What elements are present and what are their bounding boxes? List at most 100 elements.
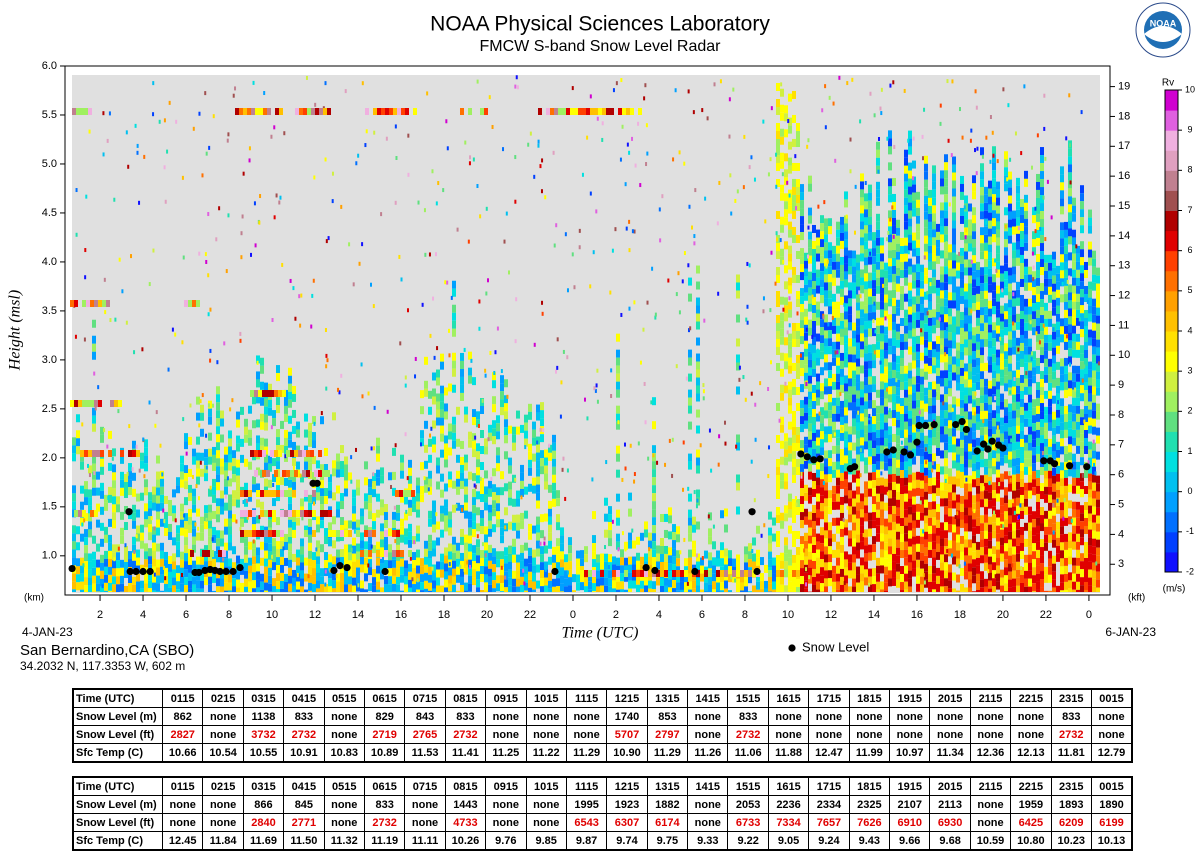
echo-cell bbox=[856, 286, 860, 295]
echo-cell bbox=[992, 354, 996, 363]
echo-cell bbox=[408, 563, 412, 572]
echo-cell bbox=[360, 564, 364, 573]
echo-cell bbox=[340, 461, 344, 470]
echo-cell bbox=[960, 551, 964, 560]
echo-cell bbox=[1008, 459, 1012, 468]
echo-cell bbox=[976, 293, 980, 302]
echo-cell bbox=[832, 573, 836, 582]
echo-cell bbox=[256, 499, 260, 508]
echo-cell bbox=[972, 247, 976, 256]
echo-cell bbox=[844, 343, 848, 352]
echo-cell bbox=[432, 524, 436, 533]
echo-cell bbox=[968, 491, 972, 500]
echo-cell bbox=[1020, 406, 1024, 415]
echo-cell bbox=[408, 539, 412, 548]
echo-cell bbox=[328, 522, 332, 531]
echo-cell bbox=[844, 239, 848, 248]
echo-cell bbox=[884, 278, 888, 287]
echo-cell bbox=[824, 298, 828, 307]
echo-cell bbox=[312, 552, 316, 561]
echo-cell bbox=[536, 404, 540, 413]
echo-cell bbox=[844, 519, 848, 528]
echo-cell bbox=[908, 562, 912, 571]
echo-cell bbox=[748, 591, 752, 592]
echo-cell bbox=[784, 209, 788, 218]
echo-cell bbox=[608, 530, 612, 539]
echo-cell bbox=[800, 536, 804, 545]
echo-cell bbox=[996, 285, 1000, 294]
echo-cell bbox=[584, 586, 588, 592]
echo-cell bbox=[792, 90, 796, 99]
echo-cell bbox=[992, 258, 996, 267]
echo-cell bbox=[844, 479, 848, 488]
echo-cell bbox=[476, 571, 480, 580]
echo-cell bbox=[948, 420, 952, 429]
echo-cell bbox=[616, 517, 620, 526]
echo-cell bbox=[900, 414, 904, 423]
echo-cell bbox=[856, 502, 860, 511]
echo-cell bbox=[852, 338, 856, 347]
echo-cell bbox=[848, 570, 852, 579]
echo-cell bbox=[460, 352, 464, 361]
echo-cell bbox=[976, 373, 980, 382]
echo-cell bbox=[856, 310, 860, 319]
echo-cell bbox=[892, 257, 896, 266]
echo-cell bbox=[436, 369, 440, 378]
echo-cell bbox=[960, 391, 964, 400]
echo-cell bbox=[808, 407, 812, 416]
echo-cell bbox=[916, 303, 920, 312]
echo-cell bbox=[1036, 397, 1040, 406]
echo-cell bbox=[860, 565, 864, 574]
echo-cell bbox=[584, 554, 588, 563]
echo-cell bbox=[808, 375, 812, 384]
echo-cell bbox=[1020, 246, 1024, 255]
echo-cell bbox=[1004, 359, 1008, 368]
echo-cell bbox=[788, 285, 792, 294]
echo-cell bbox=[1008, 235, 1012, 244]
echo-cell bbox=[764, 588, 768, 592]
echo-cell bbox=[652, 549, 656, 558]
echo-cell bbox=[808, 183, 812, 192]
echo-cell bbox=[796, 403, 800, 411]
echo-cell bbox=[808, 487, 812, 496]
echo-cell bbox=[788, 277, 792, 286]
echo-cell bbox=[160, 486, 164, 495]
echo-cell bbox=[852, 490, 856, 499]
echo-cell bbox=[844, 351, 848, 360]
echo-cell bbox=[856, 414, 860, 423]
echo-cell bbox=[276, 581, 280, 590]
echo-cell bbox=[988, 396, 992, 405]
echo-cell bbox=[500, 471, 504, 480]
echo-cell bbox=[532, 485, 536, 494]
echo-cell bbox=[1036, 421, 1040, 430]
echo-cell bbox=[1008, 403, 1012, 412]
echo-cell bbox=[888, 522, 892, 531]
echo-cell bbox=[1004, 447, 1008, 456]
echo-cell bbox=[72, 525, 76, 534]
echo-cell bbox=[1012, 314, 1016, 323]
echo-cell bbox=[920, 440, 924, 449]
echo-cell bbox=[316, 548, 320, 557]
echo-cell bbox=[588, 573, 592, 582]
echo-cell bbox=[844, 319, 848, 328]
echo-cell bbox=[640, 580, 644, 589]
echo-cell bbox=[840, 240, 844, 249]
echo-cell bbox=[1004, 255, 1008, 264]
echo-cell bbox=[876, 581, 880, 590]
echo-cell bbox=[252, 516, 256, 525]
echo-cell bbox=[908, 202, 912, 211]
echo-cell bbox=[564, 578, 568, 587]
echo-cell bbox=[336, 573, 340, 582]
echo-cell bbox=[824, 578, 828, 587]
echo-cell bbox=[996, 477, 1000, 486]
echo-cell bbox=[904, 413, 908, 422]
echo-cell bbox=[888, 290, 892, 299]
echo-cell bbox=[880, 381, 884, 390]
echo-cell bbox=[228, 542, 232, 551]
echo-cell bbox=[472, 409, 476, 418]
echo-cell bbox=[1020, 294, 1024, 303]
echo-cell bbox=[776, 483, 780, 491]
echo-cell bbox=[876, 453, 880, 462]
echo-cell bbox=[824, 346, 828, 355]
echo-cell bbox=[1000, 273, 1004, 282]
